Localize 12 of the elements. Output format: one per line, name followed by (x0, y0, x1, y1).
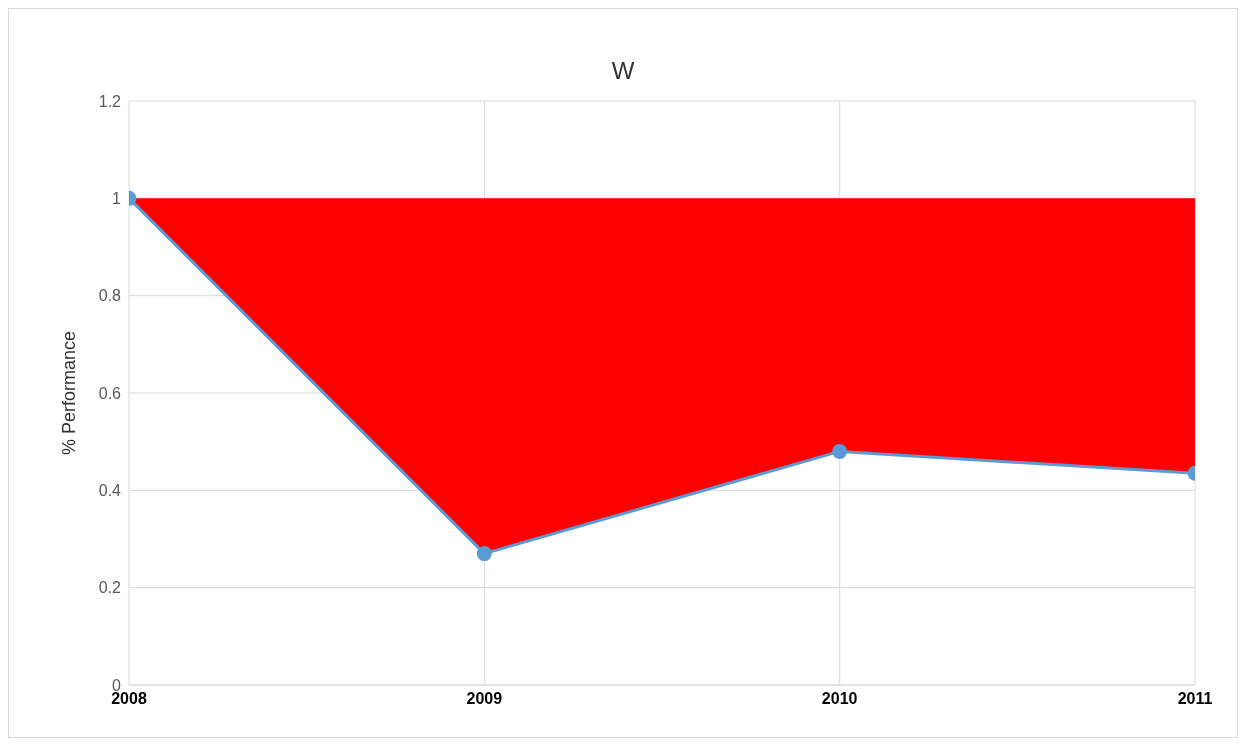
x-tick-label: 2009 (466, 690, 503, 708)
y-axis-title: % Performance (59, 330, 80, 456)
x-tick-label: 2011 (1177, 690, 1213, 708)
y-tick-label: 0.2 (98, 579, 122, 597)
y-tick-label: 0.4 (98, 482, 122, 500)
y-tick-label: 0.8 (98, 287, 122, 305)
x-tick-label: 2010 (821, 690, 858, 708)
chart-title: W (610, 57, 636, 85)
y-tick-label: 1 (112, 190, 122, 208)
y-tick-label: 0.6 (98, 384, 122, 402)
y-tick-label: 1.2 (98, 92, 122, 110)
x-tick-label: 2008 (111, 690, 147, 708)
